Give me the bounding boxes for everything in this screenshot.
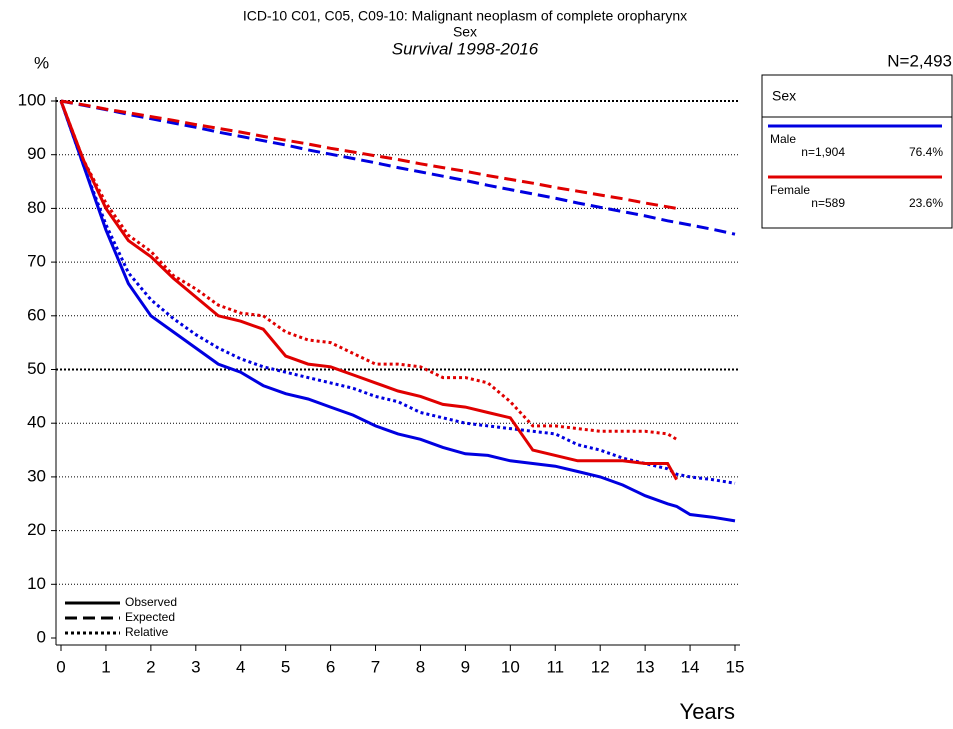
y-tick-label: 40 — [27, 413, 46, 432]
legend-count: n=589 — [811, 196, 845, 210]
x-tick-label: 6 — [326, 657, 335, 676]
survival-line — [59, 100, 736, 523]
x-tick-label: 4 — [236, 657, 245, 676]
y-tick-label: 70 — [27, 252, 46, 271]
y-tick-label: 100 — [18, 90, 46, 109]
survival-line — [60, 99, 677, 210]
x-axis-label: Years — [680, 699, 735, 724]
x-tick-label: 13 — [636, 657, 655, 676]
y-tick-label: 30 — [27, 466, 46, 485]
x-tick-label: 0 — [56, 657, 65, 676]
survival-line — [60, 99, 736, 236]
y-tick-label: 0 — [37, 627, 46, 646]
survival-line — [59, 100, 678, 481]
y-tick-label: 80 — [27, 198, 46, 217]
style-label: Relative — [125, 625, 169, 639]
x-tick-label: 15 — [726, 657, 745, 676]
style-label: Expected — [125, 610, 175, 624]
x-tick-label: 7 — [371, 657, 380, 676]
x-tick-label: 11 — [546, 657, 564, 676]
chart-subtitle: Survival 1998-2016 — [392, 39, 539, 58]
x-tick-label: 8 — [416, 657, 425, 676]
chart-subtitle: Sex — [453, 24, 477, 40]
legend-box — [761, 74, 953, 229]
x-tick-label: 9 — [461, 657, 470, 676]
y-axis-label: % — [34, 53, 49, 72]
y-tick-label: 20 — [27, 520, 46, 539]
y-tick-label: 50 — [27, 359, 46, 378]
survival-line — [59, 100, 736, 485]
x-tick-label: 3 — [191, 657, 200, 676]
legend-title: Sex — [772, 88, 796, 104]
x-tick-label: 12 — [591, 657, 610, 676]
x-tick-label: 1 — [101, 657, 110, 676]
x-tick-label: 5 — [281, 657, 290, 676]
legend-label: Male — [770, 132, 796, 146]
y-tick-label: 90 — [27, 144, 46, 163]
y-tick-label: 10 — [27, 574, 46, 593]
x-tick-label: 2 — [146, 657, 155, 676]
survival-line — [59, 100, 678, 441]
legend-share: 23.6% — [909, 196, 943, 210]
legend-count: n=1,904 — [801, 145, 845, 159]
legend-share: 76.4% — [909, 145, 943, 159]
chart-title: ICD-10 C01, C05, C09-10: Malignant neopl… — [243, 8, 687, 24]
x-tick-label: 10 — [501, 657, 520, 676]
x-tick-label: 14 — [681, 657, 700, 676]
legend-label: Female — [770, 183, 810, 197]
style-label: Observed — [125, 595, 177, 609]
total-count: N=2,493 — [887, 51, 952, 70]
y-tick-label: 60 — [27, 305, 46, 324]
